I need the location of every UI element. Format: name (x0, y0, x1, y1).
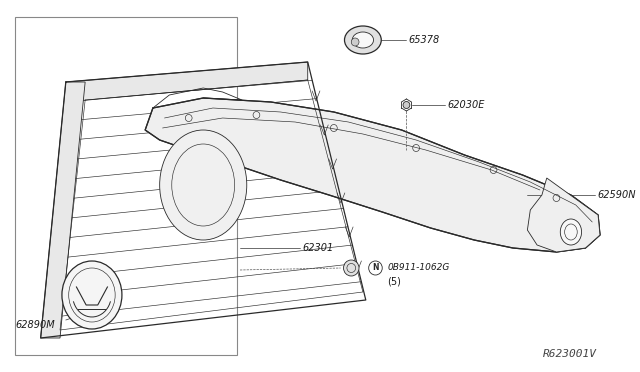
Ellipse shape (560, 219, 582, 245)
Text: 62030E: 62030E (447, 100, 484, 110)
Polygon shape (145, 98, 600, 252)
Text: 0B911-1062G: 0B911-1062G (387, 263, 449, 273)
Ellipse shape (62, 261, 122, 329)
Polygon shape (66, 62, 308, 102)
Circle shape (403, 102, 410, 109)
Text: 65378: 65378 (408, 35, 440, 45)
Text: 62590N: 62590N (597, 190, 636, 200)
Ellipse shape (159, 130, 247, 240)
Text: N: N (372, 263, 379, 273)
Text: (5): (5) (387, 277, 401, 287)
Circle shape (351, 38, 359, 46)
Bar (15, 17, 237, 355)
Text: 62890M: 62890M (15, 320, 55, 330)
Polygon shape (527, 178, 600, 252)
Ellipse shape (352, 32, 374, 48)
Text: 62301: 62301 (302, 243, 333, 253)
Text: R623001V: R623001V (543, 349, 597, 359)
Polygon shape (41, 82, 85, 338)
Ellipse shape (344, 26, 381, 54)
Circle shape (344, 260, 359, 276)
